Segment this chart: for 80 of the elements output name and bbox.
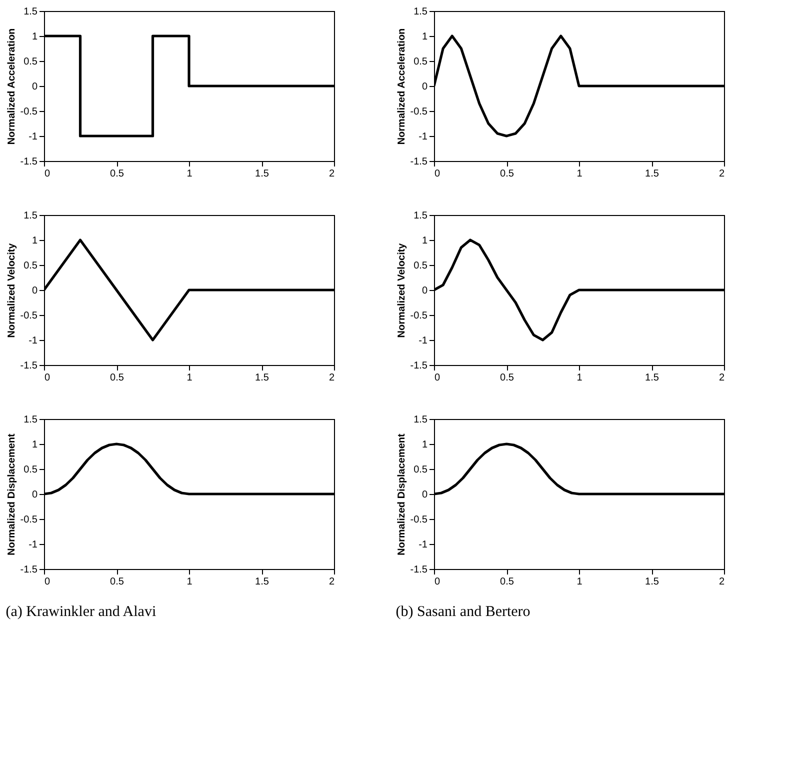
- y-axis-title: Normalized Velocity: [396, 242, 408, 338]
- x-tick-label: 2: [718, 576, 725, 588]
- x-tick-label: 1.5: [645, 576, 660, 588]
- x-tick-label: 0: [44, 372, 50, 384]
- x-tick-label: 0.5: [500, 168, 514, 180]
- y-tick-label: 0.5: [24, 464, 38, 476]
- y-tick-label: 0.5: [24, 260, 38, 272]
- x-tick-label: 1.5: [255, 576, 270, 588]
- x-tick-label: 0.5: [500, 372, 514, 384]
- y-tick-label: -1.5: [20, 156, 38, 168]
- y-tick-label: 0.5: [414, 464, 428, 476]
- x-tick-label: 2: [328, 372, 335, 384]
- x-tick-label: 1: [186, 168, 193, 180]
- x-tick-label: 1.5: [255, 168, 270, 180]
- y-tick-label: 1.5: [24, 210, 38, 222]
- y-tick-label: 1: [422, 236, 428, 246]
- x-tick-label: 1: [186, 372, 193, 384]
- y-tick-label: -1: [28, 132, 38, 142]
- y-tick-label: 1.5: [24, 414, 38, 426]
- y-tick-label: -1.5: [410, 156, 428, 168]
- y-tick-label: -1: [418, 540, 428, 550]
- y-tick-label: -1: [418, 336, 428, 346]
- x-tick-label: 0.5: [110, 372, 124, 384]
- x-tick-label: 0: [434, 576, 440, 588]
- x-tick-label: 2: [718, 372, 725, 384]
- y-tick-label: -0.5: [20, 106, 38, 118]
- y-tick-label: -0.5: [410, 310, 428, 322]
- x-tick-label: 0.5: [500, 576, 514, 588]
- y-axis-title: Normalized Acceleration: [396, 28, 408, 145]
- text: (b) Sasani and Bertero: [396, 604, 530, 620]
- y-tick-label: 1: [32, 32, 38, 42]
- y-tick-label: 1.5: [414, 6, 428, 18]
- y-tick-label: -0.5: [20, 310, 38, 322]
- y-tick-label: 0: [422, 286, 428, 296]
- y-tick-label: -0.5: [410, 514, 428, 526]
- y-tick-label: -1: [28, 540, 38, 550]
- y-tick-label: 0: [422, 82, 428, 92]
- y-tick-label: 1.5: [24, 6, 38, 18]
- y-tick-label: 0.5: [414, 260, 428, 272]
- x-tick-label: 1: [576, 576, 583, 588]
- x-tick-label: 2: [328, 168, 335, 180]
- y-tick-label: 1: [32, 440, 38, 450]
- y-tick-label: 1.5: [414, 210, 428, 222]
- y-tick-label: -1.5: [20, 564, 38, 576]
- y-tick-label: 1: [422, 440, 428, 450]
- x-tick-label: 1: [576, 168, 583, 180]
- y-tick-label: 0: [32, 490, 38, 500]
- x-tick-label: 0.5: [110, 168, 124, 180]
- y-tick-label: -0.5: [20, 514, 38, 526]
- y-tick-label: -1: [418, 132, 428, 142]
- y-tick-label: 1: [32, 236, 38, 246]
- y-tick-label: -1.5: [20, 360, 38, 372]
- y-tick-label: 1.5: [414, 414, 428, 426]
- y-tick-label: 0: [32, 286, 38, 296]
- y-axis-title: Normalized Displacement: [396, 432, 408, 556]
- x-tick-label: 0: [44, 576, 50, 588]
- x-tick-label: 0.5: [110, 576, 124, 588]
- y-tick-label: -1: [28, 336, 38, 346]
- y-axis-title: Normalized Acceleration: [6, 28, 18, 145]
- y-tick-label: -0.5: [410, 106, 428, 118]
- x-tick-label: 0: [434, 372, 440, 384]
- x-tick-label: 0: [434, 168, 440, 180]
- y-tick-label: -1.5: [410, 564, 428, 576]
- x-tick-label: 1: [186, 576, 193, 588]
- y-axis-title: Normalized Velocity: [6, 242, 18, 338]
- x-tick-label: 1: [576, 372, 583, 384]
- y-tick-label: 0.5: [24, 56, 38, 68]
- y-tick-label: -1.5: [410, 360, 428, 372]
- y-tick-label: 0: [32, 82, 38, 92]
- y-tick-label: 0.5: [414, 56, 428, 68]
- y-tick-label: 1: [422, 32, 428, 42]
- x-tick-label: 0: [44, 168, 50, 180]
- y-axis-title: Normalized Displacement: [6, 432, 18, 556]
- x-tick-label: 1.5: [645, 372, 660, 384]
- x-tick-label: 2: [718, 168, 725, 180]
- x-tick-label: 1.5: [255, 372, 270, 384]
- y-tick-label: 0: [422, 490, 428, 500]
- x-tick-label: 2: [328, 576, 335, 588]
- x-tick-label: 1.5: [645, 168, 660, 180]
- text: (a) Krawinkler and Alavi: [6, 604, 156, 620]
